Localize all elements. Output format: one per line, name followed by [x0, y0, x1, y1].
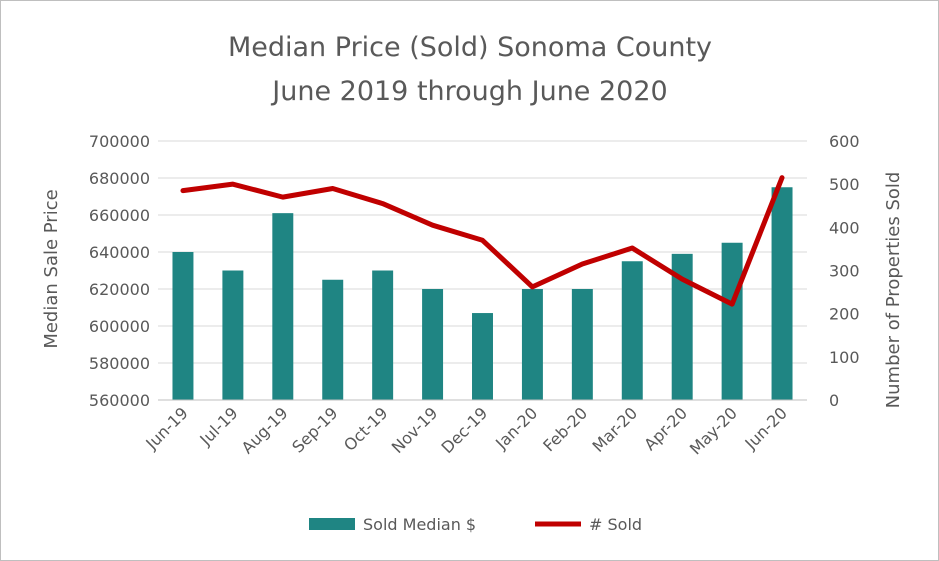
- bar: [272, 213, 294, 400]
- x-tick-label: Apr-20: [640, 403, 691, 454]
- bar: [521, 289, 543, 400]
- y2-tick-label: 400: [829, 218, 860, 237]
- y2-tick-label: 300: [829, 262, 860, 281]
- x-tick-label: Jun-20: [741, 403, 791, 453]
- y-tick-label: 600000: [89, 317, 150, 336]
- y2-tick-label: 500: [829, 175, 860, 194]
- x-tick-label: Dec-19: [438, 403, 492, 457]
- axes: 560000 580000 600000 620000 640000 660000 6800…: [89, 132, 860, 459]
- legend-bar-label: Sold Median $: [363, 515, 476, 534]
- bar: [571, 289, 593, 400]
- legend: Sold Median $ # Sold: [309, 515, 642, 534]
- x-tick-label: Nov-19: [388, 403, 442, 457]
- bar: [671, 253, 693, 400]
- line-series: [180, 175, 785, 307]
- x-tick-label: Aug-19: [238, 403, 292, 457]
- y2-axis-title: Number of Properties Sold: [883, 172, 904, 409]
- bar: [621, 261, 643, 400]
- bar-series: [172, 187, 793, 400]
- x-tick-label: Feb-20: [539, 403, 591, 455]
- chart-subtitle: June 2019 through June 2020: [270, 76, 667, 107]
- bar: [172, 252, 194, 400]
- bar: [771, 187, 793, 400]
- legend-bar-swatch: [309, 518, 355, 530]
- gridlines: [158, 140, 807, 364]
- x-tick-label: Jun-19: [141, 403, 191, 453]
- legend-line-label: # Sold: [589, 515, 642, 534]
- bar: [372, 270, 394, 400]
- y2-tick-label: 100: [829, 348, 860, 367]
- x-tick-label: Jul-19: [195, 403, 241, 449]
- y-tick-label: 560000: [89, 391, 150, 410]
- x-tick-label: Sep-19: [288, 403, 341, 456]
- y-tick-label: 680000: [89, 169, 150, 188]
- y-axis-title: Median Sale Price: [41, 189, 62, 348]
- y2-tick-label: 200: [829, 305, 860, 324]
- x-tick-label: Oct-19: [340, 403, 391, 454]
- y-tick-label: 640000: [89, 243, 150, 262]
- bar: [422, 289, 444, 400]
- bar: [322, 279, 344, 400]
- bar: [222, 270, 244, 400]
- y-tick-label: 660000: [89, 206, 150, 225]
- x-tick-label: Jan-20: [491, 403, 541, 453]
- x-tick-label: Mar-20: [589, 403, 642, 456]
- y-tick-label: 580000: [89, 354, 150, 373]
- chart-title: Median Price (Sold) Sonoma County: [228, 32, 712, 63]
- y-tick-label: 700000: [89, 132, 150, 151]
- bar: [721, 242, 743, 400]
- y2-tick-label: 600: [829, 132, 860, 151]
- bar: [472, 313, 493, 400]
- y-tick-label: 620000: [89, 280, 150, 299]
- x-tick-label: May-20: [686, 403, 741, 458]
- y2-tick-label: 0: [829, 391, 839, 410]
